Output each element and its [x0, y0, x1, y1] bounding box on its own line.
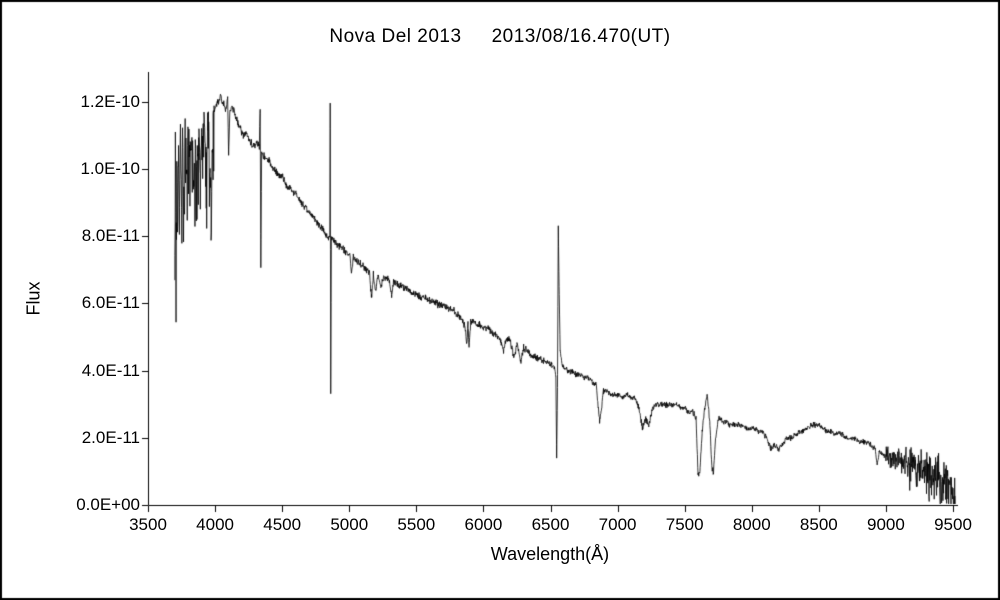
y-tick-label: 0.0E+00: [76, 495, 140, 514]
x-tick-label: 6000: [464, 515, 503, 534]
x-tick-label: 9000: [866, 515, 905, 534]
y-tick-label: 8.0E-11: [81, 226, 140, 246]
y-tick-label: 2.0E-11: [81, 427, 140, 447]
x-tick-label: 6500: [531, 515, 570, 534]
x-tick-label: 8500: [799, 515, 838, 534]
x-tick-label: 4500: [263, 515, 302, 534]
x-tick-label: 5500: [397, 515, 436, 534]
x-tick-label: 3500: [129, 515, 167, 534]
y-tick-label: 1.0E-10: [80, 158, 140, 178]
x-tick-label: 7000: [598, 515, 637, 534]
x-tick-label: 9500: [934, 515, 972, 534]
y-tick-label: 6.0E-11: [81, 293, 140, 313]
x-axis-label: Wavelength(Å): [490, 544, 610, 564]
y-tick-label: 4.0E-11: [81, 360, 140, 380]
x-tick-label: 8000: [732, 515, 771, 534]
chart-title-date: 2013/08/16.470(UT): [491, 26, 671, 47]
chart-title-object: Nova Del 2013: [329, 26, 462, 47]
y-tick-label: 1.2E-10: [80, 91, 140, 111]
x-tick-label: 4000: [196, 515, 234, 534]
x-tick-label: 5000: [330, 515, 369, 534]
x-tick-label: 7500: [665, 515, 704, 534]
chart-title: Nova Del 2013 2013/08/16.470(UT): [0, 26, 1000, 48]
